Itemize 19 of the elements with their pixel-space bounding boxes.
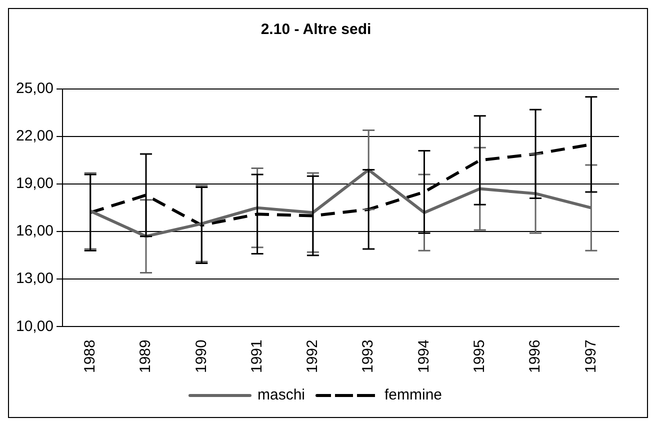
y-tick-label: 16,00 [16, 222, 54, 240]
y-tick-label: 10,00 [16, 318, 54, 335]
x-tick-label: 1994 [415, 340, 432, 374]
y-tick-label: 25,00 [16, 80, 54, 98]
x-tick-label: 1989 [137, 340, 154, 374]
y-tick-label: 13,00 [16, 270, 54, 288]
chart-title: 2.10 - Altre sedi [260, 21, 372, 38]
y-tick-label: 19,00 [16, 175, 54, 192]
x-tick-label: 1992 [304, 340, 322, 374]
legend-label: maschi [257, 386, 305, 404]
x-tick-label: 1990 [192, 340, 210, 374]
x-tick-label: 1995 [471, 340, 488, 374]
x-tick-label: 1991 [248, 340, 266, 374]
y-tick-label: 22,00 [16, 128, 54, 145]
x-tick-label: 1988 [82, 340, 98, 374]
x-tick-label: 1993 [360, 340, 377, 374]
x-tick-label: 1996 [526, 340, 544, 374]
legend-label: femmine [384, 386, 442, 404]
x-tick-label: 1997 [582, 340, 600, 374]
